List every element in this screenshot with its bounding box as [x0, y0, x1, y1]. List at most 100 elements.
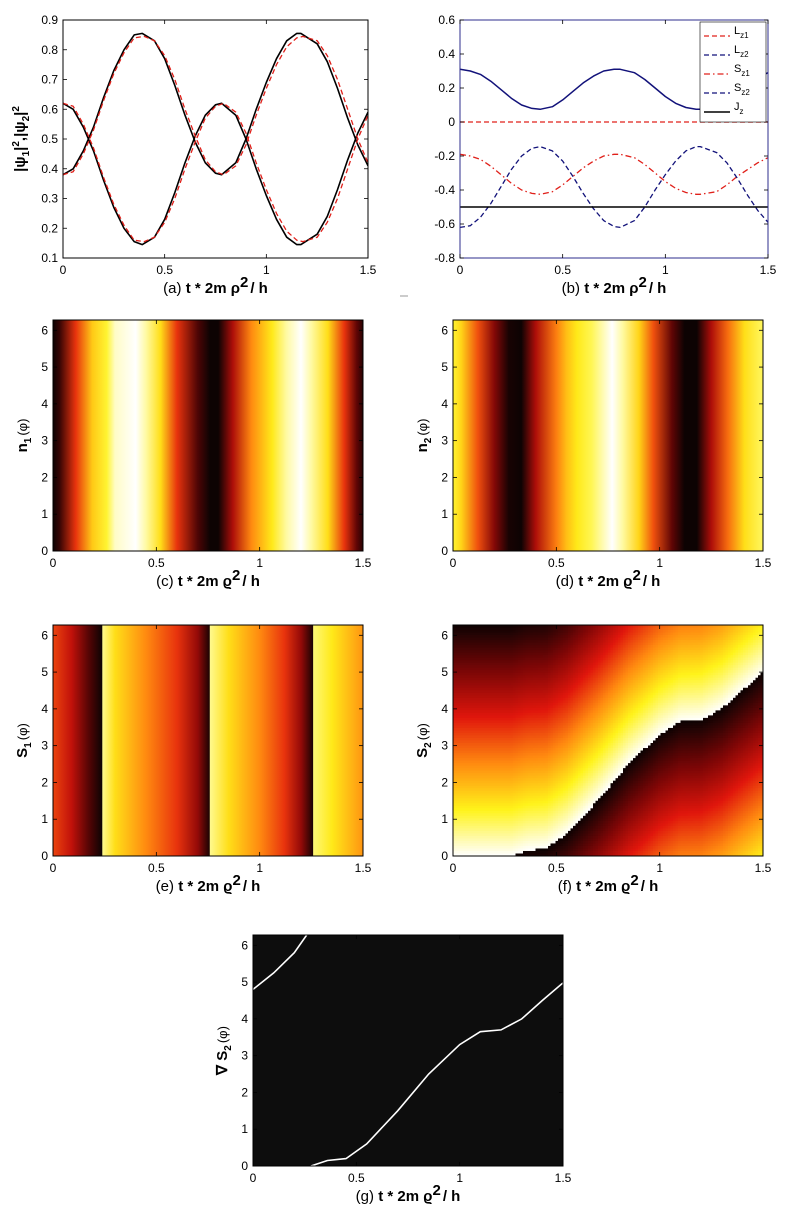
heatmap-cell	[535, 632, 539, 636]
heatmap-cell	[550, 785, 554, 789]
heatmap-cell	[578, 838, 582, 842]
heatmap-cell	[490, 785, 494, 789]
heatmap-cell	[493, 760, 497, 764]
heatmap-cell	[503, 793, 507, 797]
heatmap-cell	[508, 745, 512, 749]
x-tick-label: 1	[256, 556, 263, 570]
heatmap-cell	[510, 675, 514, 679]
heatmap-cell	[578, 788, 582, 792]
heatmap-cell	[540, 627, 544, 631]
heatmap-cell	[488, 763, 492, 767]
heatmap-cell	[530, 815, 534, 819]
heatmap-cell	[555, 803, 559, 807]
heatmap-cell	[523, 645, 527, 649]
heatmap-cell	[490, 632, 494, 636]
heatmap-cell	[575, 800, 579, 804]
heatmap-cell	[545, 682, 549, 686]
heatmap-cell	[523, 702, 527, 706]
heatmap-cell	[578, 818, 582, 822]
heatmap-cell	[553, 740, 557, 744]
heatmap-cell	[548, 750, 552, 754]
heatmap-cell	[460, 687, 464, 691]
heatmap-cell	[455, 820, 459, 824]
heatmap-cell	[498, 735, 502, 739]
heatmap-cell	[513, 820, 517, 824]
heatmap-cell	[510, 662, 514, 666]
heatmap-cell	[455, 780, 459, 784]
heatmap-cell	[548, 785, 552, 789]
heatmap-cell	[465, 815, 469, 819]
heatmap-cell	[520, 647, 524, 651]
heatmap-cell	[538, 755, 542, 759]
heatmap-cell	[470, 700, 474, 704]
heatmap-cell	[483, 632, 487, 636]
heatmap-cell	[500, 725, 504, 729]
heatmap-cell	[565, 637, 569, 641]
heatmap-cell	[540, 647, 544, 651]
heatmap-cell	[453, 793, 457, 797]
heatmap-cell	[468, 727, 472, 732]
heatmap-cell	[558, 808, 562, 812]
heatmap-cell	[578, 785, 582, 789]
heatmap-cell	[455, 712, 459, 716]
heatmap-cell	[453, 660, 457, 664]
heatmap-cell	[493, 825, 497, 829]
heatmap-cell	[480, 780, 484, 784]
heatmap-cell	[530, 715, 534, 719]
heatmap-cell	[498, 672, 502, 676]
heatmap-cell	[493, 660, 497, 664]
heatmap-cell	[490, 763, 494, 767]
heatmap-cell	[470, 760, 474, 764]
heatmap-cell	[470, 820, 474, 824]
heatmap-cell	[483, 725, 487, 729]
heatmap-cell	[555, 647, 559, 651]
heatmap-cell	[455, 783, 459, 787]
heatmap-cell	[578, 778, 582, 782]
heatmap-cell	[483, 778, 487, 782]
heatmap-cell	[503, 700, 507, 704]
heatmap-cell	[575, 660, 579, 664]
heatmap-cell	[535, 848, 539, 852]
heatmap-cell	[458, 748, 462, 752]
heatmap-cell	[503, 838, 507, 842]
heatmap-cell	[533, 702, 537, 706]
heatmap-cell	[460, 743, 464, 747]
heatmap-cell	[470, 640, 474, 644]
heatmap-cell	[455, 750, 459, 754]
heatmap-cell	[560, 657, 564, 661]
heatmap-cell	[518, 848, 522, 852]
heatmap-cell	[530, 672, 534, 676]
heatmap-cell	[543, 793, 547, 797]
heatmap-cell	[535, 695, 539, 699]
heatmap-cell	[515, 732, 519, 737]
y-tick-label: 0.5	[41, 132, 58, 146]
heatmap-cell	[503, 662, 507, 666]
heatmap-cell	[570, 758, 574, 762]
heatmap-cell	[540, 715, 544, 719]
heatmap-cell	[498, 677, 502, 681]
heatmap-cell	[508, 650, 512, 654]
heatmap-cell	[553, 808, 557, 812]
heatmap-cell	[558, 710, 562, 714]
heatmap-cell	[458, 805, 462, 809]
heatmap-cell	[495, 692, 499, 696]
heatmap-cell	[555, 685, 559, 689]
heatmap-cell	[548, 635, 552, 639]
heatmap-cell	[455, 758, 459, 762]
heatmap-cell	[535, 768, 539, 772]
heatmap-cell	[505, 735, 509, 739]
heatmap-cell	[478, 717, 482, 722]
heatmap-cell	[458, 695, 462, 699]
heatmap-cell	[453, 758, 457, 762]
heatmap-cell	[560, 650, 564, 654]
heatmap-cell	[515, 675, 519, 679]
heatmap-cell	[518, 690, 522, 694]
heatmap-cell	[533, 670, 537, 674]
heatmap-cell	[513, 788, 517, 792]
heatmap-cell	[470, 763, 474, 767]
heatmap-cell	[530, 755, 534, 759]
heatmap-cell	[500, 758, 504, 762]
heatmap-cell	[535, 642, 539, 646]
heatmap-cell	[495, 815, 499, 819]
heatmap-cell	[485, 685, 489, 689]
